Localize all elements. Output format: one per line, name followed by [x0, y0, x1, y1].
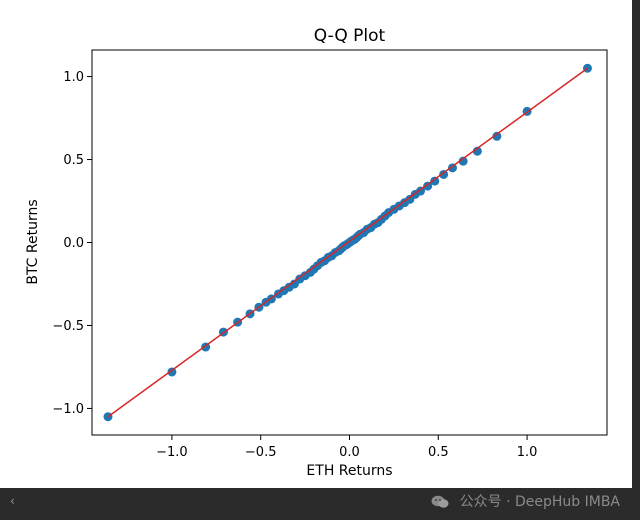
data-point — [458, 156, 468, 166]
y-tick-label: −0.5 — [52, 319, 84, 334]
y-tick-label: 1.0 — [63, 70, 84, 85]
data-point — [492, 131, 502, 141]
y-tick-label: −1.0 — [52, 402, 84, 417]
x-tick-label: 0.0 — [339, 445, 360, 460]
watermark-text: 公众号 · DeepHub IMBA — [459, 494, 620, 510]
data-point — [423, 181, 433, 191]
x-tick-label: −1.0 — [156, 445, 188, 460]
y-tick-label: 0.5 — [63, 153, 84, 168]
y-tick-label: 0.0 — [63, 236, 84, 251]
bottom-bar: ‹ 公众号 · DeepHub IMBA — [0, 488, 640, 520]
data-point — [430, 176, 440, 186]
reference-line — [107, 67, 588, 418]
x-tick-label: 0.5 — [428, 445, 449, 460]
data-point — [439, 169, 449, 179]
figure: Q-Q Plot −1.0 −0.5 0.0 0.5 1.0 −1.0 −0.5 0.0 0.… — [0, 0, 632, 488]
x-tick-label: 1.0 — [517, 445, 538, 460]
x-axis-label: ETH Returns — [306, 463, 392, 479]
scroll-left-arrow[interactable]: ‹ — [10, 494, 15, 508]
wechat-icon — [431, 495, 449, 508]
x-tick-label: −0.5 — [245, 445, 277, 460]
data-point — [167, 367, 177, 377]
data-point — [472, 146, 482, 156]
watermark: 公众号 · DeepHub IMBA — [431, 488, 620, 516]
y-axis-label: BTC Returns — [25, 199, 41, 284]
chart-title: Q-Q Plot — [314, 26, 386, 46]
qq-plot: Q-Q Plot −1.0 −0.5 0.0 0.5 1.0 −1.0 −0.5 0.0 0.… — [25, 26, 608, 479]
